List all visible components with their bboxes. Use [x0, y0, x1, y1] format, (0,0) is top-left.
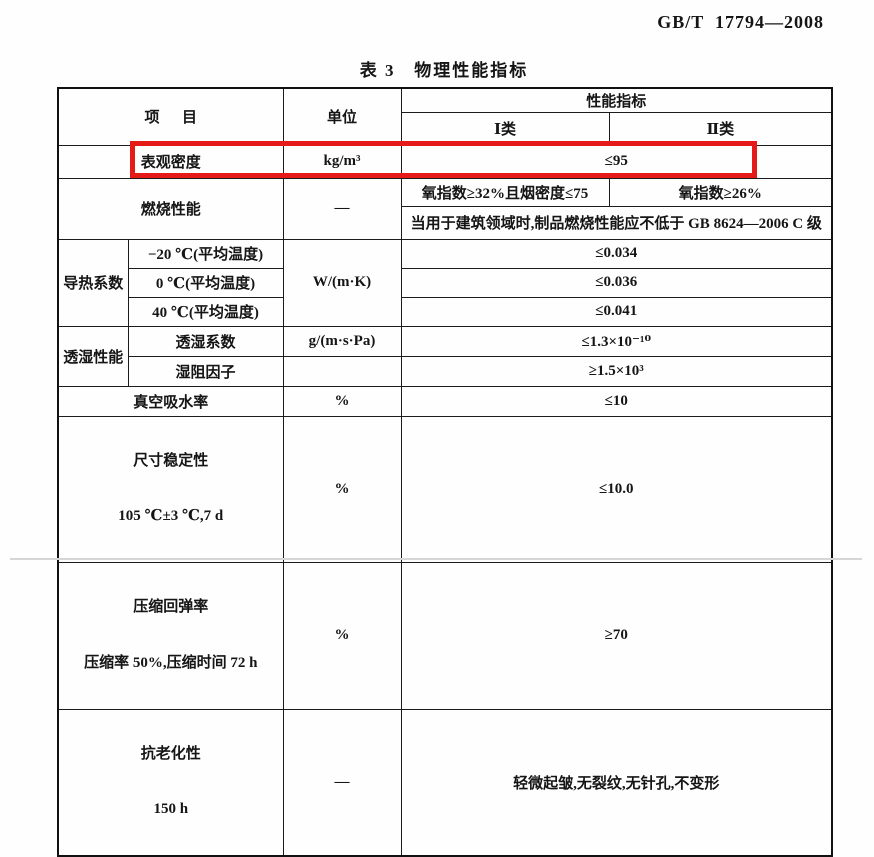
row-apparent-density: 表观密度 kg/m³ ≤95	[57, 144, 833, 179]
header-item: 项 目	[57, 87, 284, 146]
row-thermal-1: 导热系数 −20 ℃(平均温度) W/(m·K) ≤0.034	[57, 238, 833, 327]
cell-aging-unit: —	[282, 708, 402, 857]
header-row-1: 项 目 单位 性能指标	[57, 87, 833, 146]
cell-aging-item-line2: 150 h	[153, 801, 189, 818]
cell-compression-item-line2: 压缩率 50%,压缩时间 72 h	[84, 654, 258, 671]
header-row-2: Ⅰ类 Ⅱ类	[58, 111, 833, 146]
cell-burning-note: 当用于建筑领域时,制品燃烧性能应不低于 GB 8624—2006 C 级	[400, 205, 833, 240]
cell-vacuum-unit: %	[282, 385, 402, 417]
row-burning-2: 当用于建筑领域时,制品燃烧性能应不低于 GB 8624—2006 C 级	[58, 205, 833, 240]
cell-burning-unit: —	[282, 177, 402, 240]
header-performance: 性能指标	[400, 87, 833, 113]
cell-dimension-item-line1: 尺寸稳定性	[133, 452, 209, 469]
cell-aging-value: 轻微起皱,无裂纹,无针孔,不变形	[400, 708, 833, 857]
cell-moisture-resistance-name: 湿阻因子	[127, 355, 284, 387]
cell-moisture-resistance-value: ≥1.5×10³	[400, 355, 833, 387]
cell-aging-item-line1: 抗老化性	[140, 745, 201, 762]
spec-table: 项 目 单位 性能指标 Ⅰ类 Ⅱ类 表观密度 kg/m³ ≤95 燃烧性能 — …	[57, 87, 834, 857]
cell-dimension-item-line2: 105 ℃±3 ℃,7 d	[118, 508, 224, 525]
cell-vacuum-item: 真空吸水率	[57, 385, 284, 417]
cell-moisture-coefficient-value: ≤1.3×10⁻¹⁰	[400, 325, 833, 357]
header-class-ii: Ⅱ类	[608, 111, 833, 146]
cell-dimension-item: 尺寸稳定性 105 ℃±3 ℃,7 d	[57, 415, 284, 563]
cell-thermal-value-1: ≤0.034	[400, 238, 833, 269]
header-class-i: Ⅰ类	[400, 111, 610, 146]
row-burning-1: 燃烧性能 — 氧指数≥32%且烟密度≤75 氧指数≥26%	[57, 177, 833, 240]
row-thermal-3: 40 ℃(平均温度) ≤0.041	[58, 296, 833, 327]
cell-compression-unit: %	[282, 562, 402, 710]
scan-artifact-line	[10, 558, 862, 560]
cell-aging-item: 抗老化性 150 h	[57, 708, 284, 857]
header-unit: 单位	[282, 87, 402, 146]
cell-burning-class-i: 氧指数≥32%且烟密度≤75	[400, 177, 610, 207]
cell-moisture-group: 透湿性能	[57, 325, 129, 387]
cell-moisture-resistance-unit	[282, 355, 402, 387]
row-vacuum-absorption: 真空吸水率 % ≤10	[57, 385, 833, 417]
cell-burning-class-ii: 氧指数≥26%	[608, 177, 833, 207]
row-moisture-1: 透湿性能 透湿系数 g/(m·s·Pa) ≤1.3×10⁻¹⁰	[57, 325, 833, 387]
row-thermal-2: 0 ℃(平均温度) ≤0.036	[58, 267, 833, 298]
cell-thermal-group: 导热系数	[57, 238, 129, 327]
table-caption: 表 3 物理性能指标	[359, 61, 529, 80]
row-dimension-stability: 尺寸稳定性 105 ℃±3 ℃,7 d % ≤10.0	[57, 415, 833, 563]
row-aging-resistance: 抗老化性 150 h — 轻微起皱,无裂纹,无针孔,不变形	[57, 708, 833, 857]
cell-thermal-cond-2: 0 ℃(平均温度)	[127, 267, 284, 298]
cell-thermal-value-3: ≤0.041	[400, 296, 833, 327]
cell-compression-item: 压缩回弹率 压缩率 50%,压缩时间 72 h	[57, 562, 284, 710]
cell-thermal-value-2: ≤0.036	[400, 267, 833, 298]
cell-moisture-coefficient-unit: g/(m·s·Pa)	[282, 325, 402, 357]
cell-thermal-cond-1: −20 ℃(平均温度)	[127, 238, 284, 269]
cell-dimension-value: ≤10.0	[400, 415, 833, 563]
row-compression-resilience: 压缩回弹率 压缩率 50%,压缩时间 72 h % ≥70	[57, 562, 833, 710]
cell-thermal-cond-3: 40 ℃(平均温度)	[127, 296, 284, 327]
cell-moisture-coefficient-name: 透湿系数	[127, 325, 284, 357]
cell-thermal-unit: W/(m·K)	[282, 238, 402, 327]
cell-compression-value: ≥70	[400, 562, 833, 710]
document-number: GB/T 17794—2008	[657, 12, 824, 32]
cell-vacuum-value: ≤10	[400, 385, 833, 417]
cell-burning-item: 燃烧性能	[57, 177, 284, 240]
cell-compression-item-line1: 压缩回弹率	[133, 599, 209, 615]
highlight-box	[130, 141, 757, 178]
cell-dimension-unit: %	[282, 415, 402, 563]
row-moisture-2: 湿阻因子 ≥1.5×10³	[58, 355, 833, 387]
